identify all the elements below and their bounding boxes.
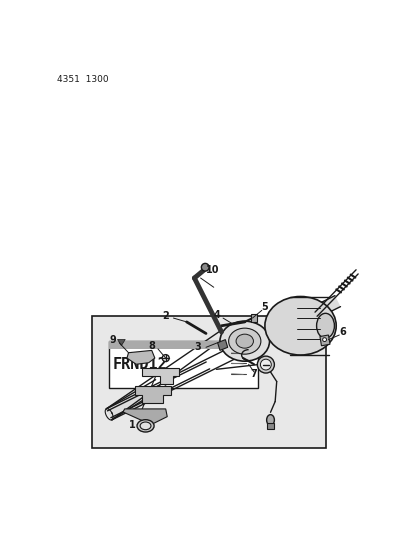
Ellipse shape: [202, 263, 209, 271]
Bar: [267, 423, 275, 429]
Text: FRND12: FRND12: [113, 357, 167, 372]
Ellipse shape: [265, 296, 336, 355]
Ellipse shape: [162, 354, 169, 361]
Bar: [109, 341, 258, 388]
Text: 8: 8: [149, 341, 155, 351]
Polygon shape: [135, 386, 171, 403]
Ellipse shape: [228, 328, 261, 354]
Ellipse shape: [260, 359, 271, 370]
Ellipse shape: [137, 419, 154, 432]
Text: 4351  1300: 4351 1300: [57, 75, 109, 84]
Text: 2: 2: [162, 311, 169, 321]
Bar: [92, 317, 326, 448]
Ellipse shape: [140, 422, 151, 430]
Ellipse shape: [220, 321, 270, 361]
Polygon shape: [106, 296, 341, 420]
Text: 6: 6: [340, 327, 346, 337]
Polygon shape: [320, 335, 330, 346]
Ellipse shape: [317, 313, 335, 338]
Polygon shape: [123, 409, 167, 424]
Text: 5: 5: [261, 302, 268, 312]
Ellipse shape: [236, 334, 253, 348]
Polygon shape: [217, 340, 228, 350]
Text: 4: 4: [213, 310, 220, 320]
Text: 1: 1: [129, 421, 135, 430]
Ellipse shape: [323, 338, 326, 342]
Text: 9: 9: [110, 335, 116, 345]
Polygon shape: [118, 340, 125, 345]
Polygon shape: [127, 350, 155, 364]
Text: 10: 10: [206, 265, 219, 276]
Polygon shape: [142, 368, 179, 384]
Text: 7: 7: [251, 369, 257, 379]
Ellipse shape: [257, 356, 275, 373]
Text: 3: 3: [195, 342, 202, 352]
Bar: [251, 314, 257, 322]
Ellipse shape: [267, 415, 275, 425]
Bar: [109, 341, 258, 350]
